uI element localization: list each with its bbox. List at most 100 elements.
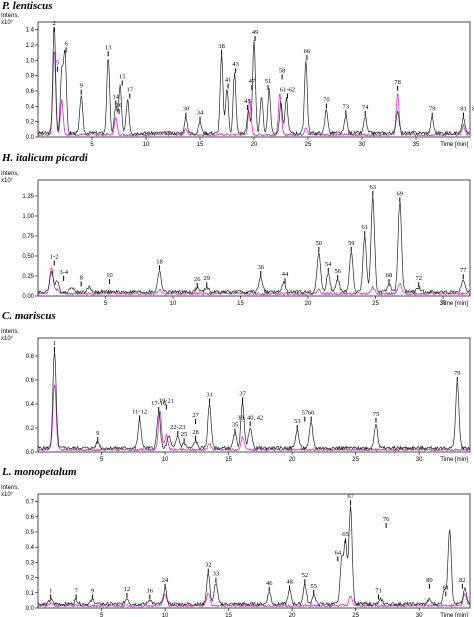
y-tick-label: 0.4 xyxy=(26,402,35,408)
peak-label: 43 xyxy=(232,61,239,68)
peak-label: 16 xyxy=(116,102,123,109)
peak-label: 3-4 xyxy=(59,269,68,276)
y-axis-label: Intens. xyxy=(1,329,19,335)
y-tick-label: 0.6 xyxy=(26,378,35,384)
peak-label: 5 xyxy=(56,60,59,67)
peak-label: 51 xyxy=(265,78,272,85)
peak-label: 17-18 xyxy=(151,400,166,407)
chart-title: H. italicum picardi xyxy=(1,152,89,164)
x-tick-label: 10 xyxy=(143,142,150,148)
peak-label: 1-2 xyxy=(50,254,59,261)
x-tick-label: 20 xyxy=(305,301,312,307)
peak-label: 54 xyxy=(325,261,332,268)
peak-label: 14 xyxy=(113,93,120,100)
x-tick-label: 25 xyxy=(352,457,359,463)
peak-label: 18 xyxy=(156,258,163,265)
peak-label: 7 xyxy=(74,587,78,594)
y-tick-label: 0.4 xyxy=(26,104,35,110)
peak-label: 60 xyxy=(308,410,315,417)
x-tick-label: 30 xyxy=(416,613,423,617)
y-axis-label: Intens. xyxy=(1,171,19,177)
peak-label: 15 xyxy=(119,73,126,80)
x-tick-label: 15 xyxy=(237,301,244,307)
peak-label: 16 xyxy=(147,587,154,594)
y-tick-label: 0.2 xyxy=(26,120,35,126)
x-tick-label: 15 xyxy=(225,457,232,463)
peak-label: 28 xyxy=(192,429,199,436)
peak-label: 70 xyxy=(323,96,330,103)
trace-magenta xyxy=(37,51,471,137)
x-tick-label: 30 xyxy=(359,142,366,148)
peak-label: 36 xyxy=(258,264,265,271)
peak-label: 61-62 xyxy=(280,87,295,94)
trace-black xyxy=(37,195,471,295)
peak-label: 2 xyxy=(53,20,56,27)
x-tick-label: 30 xyxy=(416,457,423,463)
peak-label: 35 xyxy=(232,422,239,429)
y-axis-exponent: x10⁷ xyxy=(1,177,13,184)
y-axis-label: Intens. xyxy=(1,13,19,19)
peak-label: 22-23 xyxy=(170,424,185,431)
y-tick-label: 0.8 xyxy=(26,354,35,360)
trace-black xyxy=(37,350,471,451)
peak-label: 49 xyxy=(252,29,259,36)
y-tick-label: 0.6 xyxy=(26,515,35,521)
x-axis-label: Time [min] xyxy=(440,457,468,463)
peak-label: 38 xyxy=(218,43,225,50)
y-tick-label: 0.2 xyxy=(26,426,35,432)
y-tick-label: 1.2 xyxy=(26,43,35,49)
y-tick-label: 0.25 xyxy=(22,274,34,280)
peak-label: 77 xyxy=(460,267,467,274)
peak-label: 53 xyxy=(294,418,301,425)
peak-label: 81 xyxy=(460,106,467,113)
peak-label: 41 xyxy=(225,77,232,84)
peak-label: 66 xyxy=(304,48,311,55)
x-tick-label: 5 xyxy=(100,457,104,463)
peak-label: 74 xyxy=(362,104,369,111)
y-tick-label: 0.2 xyxy=(26,576,35,582)
y-tick-label: 0.4 xyxy=(26,545,35,551)
y-tick-label: 0.6 xyxy=(26,89,35,95)
chart-panel-2: H. italicum picardi Intens.x10⁷ 0.00 0.25 0.… xyxy=(1,152,471,307)
peak-label: 8 xyxy=(80,274,83,281)
x-tick-label: 10 xyxy=(170,301,177,307)
x-tick-label: 10 xyxy=(162,457,169,463)
x-tick-label: 20 xyxy=(251,142,258,148)
plot-frame xyxy=(37,493,471,609)
y-tick-label: 0.1 xyxy=(26,591,35,597)
x-tick-label: 5 xyxy=(104,301,108,307)
peak-label: 48 xyxy=(286,578,293,585)
x-tick-label: 25 xyxy=(305,142,312,148)
peak-label: 55 xyxy=(310,583,317,590)
peak-label: 25 xyxy=(181,431,188,438)
x-tick-label: 25 xyxy=(372,301,379,307)
y-tick-label: 0.5 xyxy=(26,530,35,536)
peak-label: 63 xyxy=(370,184,377,191)
peak-label: 29 xyxy=(204,275,211,282)
chart-title: C. mariscus xyxy=(2,310,56,322)
x-axis-label: Time [min] xyxy=(440,301,468,307)
peak-label: 46 xyxy=(266,580,273,587)
y-tick-label: 0.75 xyxy=(22,234,34,240)
x-tick-label: 10 xyxy=(162,613,169,617)
trace-magenta xyxy=(37,384,471,452)
x-tick-label: 20 xyxy=(289,457,296,463)
x-axis-label: Time [min] xyxy=(440,613,468,617)
peak-label: 64 xyxy=(335,549,342,556)
peak-label: 11-12 xyxy=(132,408,147,415)
plot-frame xyxy=(37,179,471,297)
peak-label: 59 xyxy=(348,240,355,247)
peak-label: 9 xyxy=(96,430,99,437)
y-tick-label: 0.0 xyxy=(26,450,35,456)
x-tick-label: 30 xyxy=(440,301,447,307)
peak-label: 57 xyxy=(302,410,309,417)
peak-label: 30 xyxy=(183,106,190,113)
x-tick-label: 15 xyxy=(197,142,204,148)
peak-label: 12 xyxy=(124,586,131,593)
chart-panel-4: L. monopetalum Intens.x10⁷ 0.0 0.1 0.2 0.3 0.4… xyxy=(1,466,471,617)
y-tick-label: 0.0 xyxy=(26,135,35,141)
y-tick-label: 1.0 xyxy=(26,58,35,64)
peak-label: 9 xyxy=(91,587,94,594)
x-axis-label: Time [min] xyxy=(440,142,468,148)
peak-label: 61 xyxy=(361,224,368,231)
